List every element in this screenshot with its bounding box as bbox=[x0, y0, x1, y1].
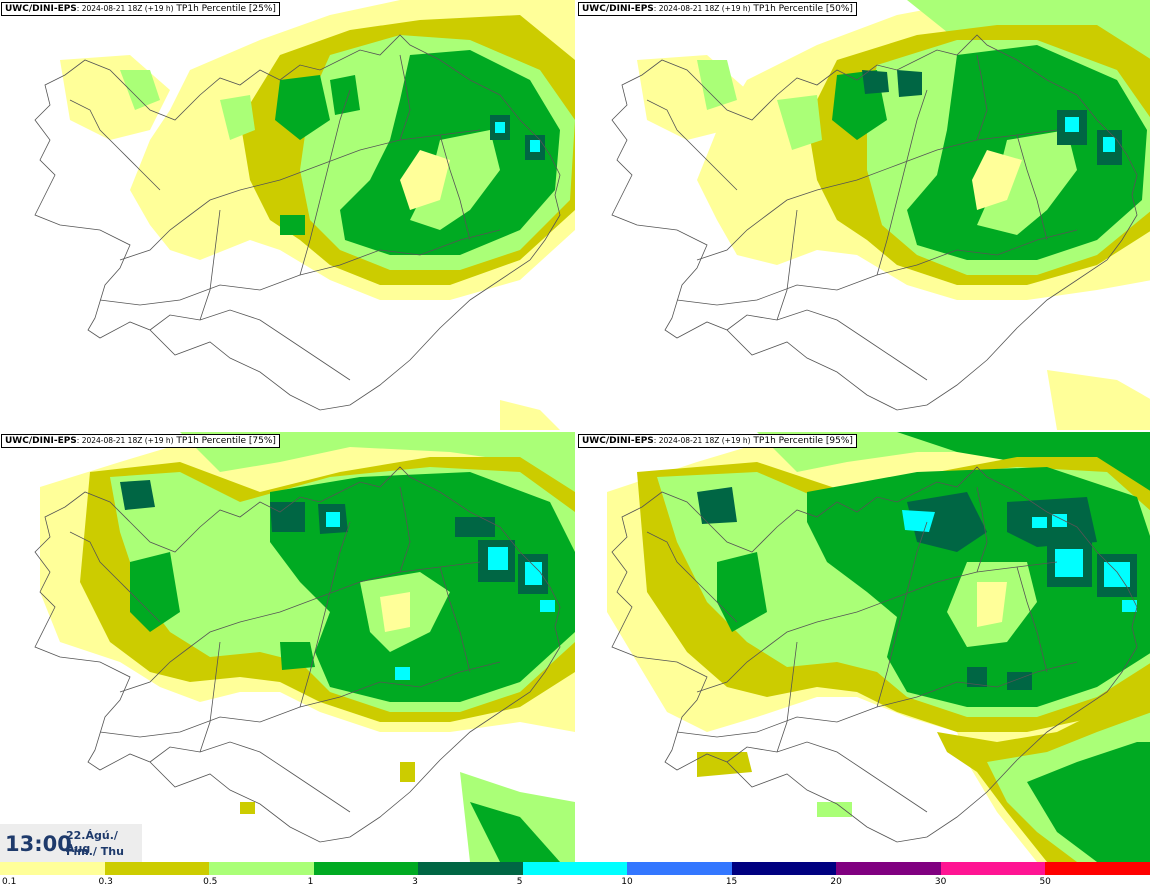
precip-map-p25 bbox=[0, 0, 575, 430]
panel-separator-horizontal bbox=[0, 430, 1150, 432]
legend-swatch bbox=[731, 862, 837, 875]
legend-label: 0.5 bbox=[203, 877, 218, 887]
panel-title: UWC/DINI-EPS: 2024-08-21 18Z (+19 h) TP1… bbox=[578, 434, 857, 448]
valid-date: 22.Ágú./ Aug bbox=[66, 829, 118, 855]
legend-swatch bbox=[522, 862, 628, 875]
valid-time: 13:00 bbox=[5, 832, 72, 856]
legend-label: 20 bbox=[830, 877, 842, 887]
map-panel-p50: UWC/DINI-EPS: 2024-08-21 18Z (+19 h) TP1… bbox=[577, 0, 1150, 430]
legend-label: 0.3 bbox=[98, 877, 113, 887]
legend-label: 10 bbox=[621, 877, 633, 887]
legend-swatch bbox=[836, 862, 941, 875]
map-panel-p95: UWC/DINI-EPS: 2024-08-21 18Z (+19 h) TP1… bbox=[577, 432, 1150, 862]
legend-swatch bbox=[418, 862, 523, 875]
precip-map-p95 bbox=[577, 432, 1150, 862]
legend-label: 15 bbox=[725, 877, 738, 887]
legend-swatch bbox=[627, 862, 732, 875]
legend-swatch bbox=[1045, 862, 1150, 875]
legend-swatch bbox=[313, 862, 419, 875]
legend-swatch bbox=[940, 862, 1046, 875]
precip-map-p75 bbox=[0, 432, 575, 862]
valid-time-box: 13:00 22.Ágú./ Aug Fim./ Thu bbox=[0, 824, 142, 862]
legend-swatch bbox=[0, 862, 105, 875]
valid-day: Fim./ Thu bbox=[66, 845, 124, 858]
legend-label: 5 bbox=[516, 877, 523, 887]
precip-map-p50 bbox=[577, 0, 1150, 430]
legend-label: 50 bbox=[1039, 877, 1051, 887]
legend-color-bar bbox=[0, 862, 1150, 875]
panel-title: UWC/DINI-EPS: 2024-08-21 18Z (+19 h) TP1… bbox=[578, 2, 857, 16]
panel-title: UWC/DINI-EPS: 2024-08-21 18Z (+19 h) TP1… bbox=[1, 434, 280, 448]
panel-title: UWC/DINI-EPS: 2024-08-21 18Z (+19 h) TP1… bbox=[1, 2, 280, 16]
map-panel-p75: UWC/DINI-EPS: 2024-08-21 18Z (+19 h) TP1… bbox=[0, 432, 575, 862]
legend-swatch bbox=[104, 862, 210, 875]
legend-label: 1 bbox=[307, 877, 314, 887]
map-panel-p25: UWC/DINI-EPS: 2024-08-21 18Z (+19 h) TP1… bbox=[0, 0, 575, 430]
legend-label: 3 bbox=[412, 877, 418, 887]
precip-legend: 0.1 0.3 0.5 1 3 5 10 15 20 30 50 bbox=[0, 862, 1150, 891]
legend-label: 0.1 bbox=[2, 877, 17, 887]
legend-swatch bbox=[209, 862, 314, 875]
legend-label: 30 bbox=[934, 877, 947, 887]
